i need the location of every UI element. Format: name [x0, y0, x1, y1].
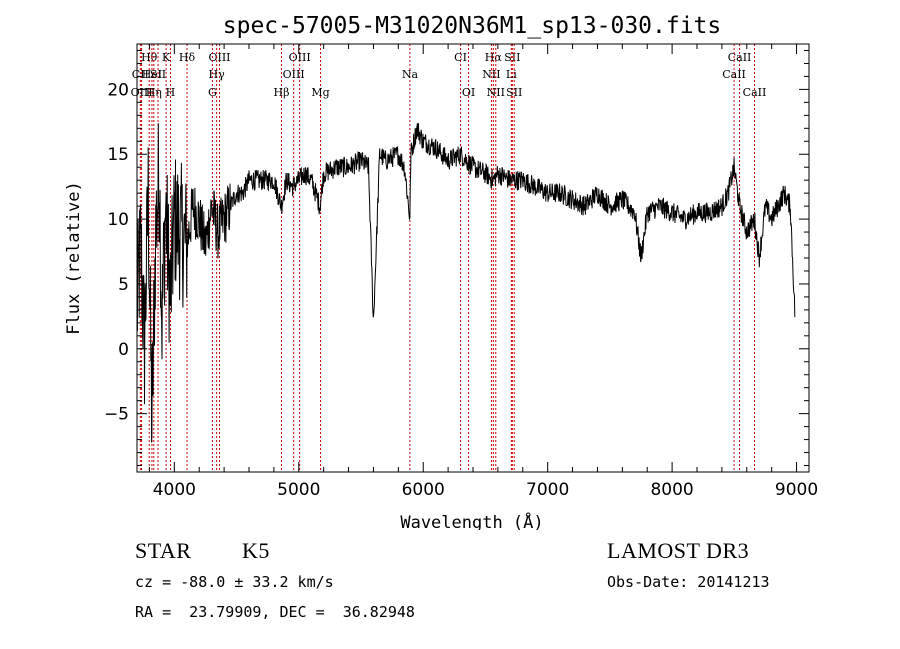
spectral-line-label: Hη: [146, 86, 162, 99]
x-tick-label: 5000: [277, 480, 320, 500]
spectral-line-label: SII: [150, 68, 166, 81]
y-tick-label: 20: [107, 80, 129, 100]
y-tick-label: 15: [107, 145, 129, 165]
x-tick-label: 8000: [650, 480, 693, 500]
spectral-line-label: CaII: [743, 86, 767, 99]
spectral-line-label: Hβ: [274, 86, 290, 99]
spectral-line-label: CI: [454, 51, 467, 64]
y-axis-label: Flux (relative): [64, 181, 84, 335]
spectral-line-label: CaII: [722, 68, 746, 81]
spectrum-chart: spec-57005-M31020N36M1_sp13-030.fits CII…: [64, 13, 818, 530]
spectral-line-label: OIII: [208, 51, 230, 64]
spectral-line-label: SII: [504, 51, 520, 64]
spectral-line-label: OIII: [131, 86, 153, 99]
object-class: STAR: [135, 538, 192, 563]
y-tick-label: −5: [104, 405, 129, 425]
x-tick-label: 7000: [526, 480, 569, 500]
spectral-line-label: Hδ: [179, 51, 196, 64]
spectral-line-label: OIII: [289, 51, 311, 64]
spectral-line-label: OIII: [283, 68, 305, 81]
x-tick-label: 6000: [402, 480, 445, 500]
y-tick-label: 5: [118, 275, 129, 295]
spectral-line-label: Li: [506, 68, 517, 81]
y-tick-label: 10: [107, 210, 129, 230]
y-tick-label: 0: [118, 340, 129, 360]
spectral-line-label: Hα: [485, 51, 503, 64]
spectral-line-label: NII: [487, 86, 505, 99]
spectral-line-label: CII: [132, 68, 149, 81]
x-tick-label: 9000: [775, 480, 818, 500]
spectral-line-label: HeI: [142, 68, 162, 81]
spectral-line-label: Na: [402, 68, 419, 81]
axes: 4000 5000 6000 7000 8000 9000 −5 0 5 10 15 20: [104, 44, 818, 500]
flux-line: [136, 123, 796, 443]
chart-title: spec-57005-M31020N36M1_sp13-030.fits: [223, 13, 722, 39]
subclass: K5: [242, 538, 270, 563]
spectral-line-label: SII: [506, 86, 522, 99]
survey-name: LAMOST DR3: [607, 538, 750, 563]
plot-frame: [136, 43, 810, 473]
spectral-line-markers: CII OIII Hθ HeI Hη SII K H Hδ OIII Hγ G Hβ OIII OIII Mg…: [131, 44, 767, 472]
spectral-line-label: OI: [462, 86, 475, 99]
spectral-line-label: Hγ: [209, 68, 226, 81]
x-axis-label: Wavelength (Å): [400, 511, 543, 530]
x-tick-label: 4000: [153, 480, 196, 500]
spectral-line-label: G: [208, 86, 217, 99]
spectral-line-label: CaII: [728, 51, 752, 64]
spectral-line-label: NII: [482, 68, 500, 81]
observation-date: Obs-Date: 20141213: [607, 573, 770, 591]
coordinates: RA = 23.79909, DEC = 36.82948: [135, 603, 415, 621]
spectral-line-label: H: [166, 86, 176, 99]
spectrum-series: [136, 123, 796, 443]
redshift-velocity: cz = -88.0 ± 33.2 km/s: [135, 573, 334, 591]
spectral-line-label: Mg: [311, 86, 329, 99]
spectral-line-label: K: [162, 51, 171, 64]
spectral-line-label: Hθ: [141, 51, 158, 64]
